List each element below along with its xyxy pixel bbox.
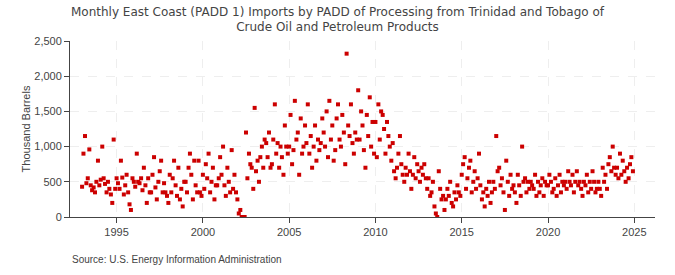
svg-text:1995: 1995 (104, 226, 128, 238)
svg-text:Monthly East Coast (PADD 1) Im: Monthly East Coast (PADD 1) Imports by P… (71, 5, 605, 35)
svg-text:Source: U.S. Energy Informatio: Source: U.S. Energy Information Administ… (72, 254, 282, 265)
svg-text:2010: 2010 (363, 226, 387, 238)
svg-text:2005: 2005 (277, 226, 301, 238)
svg-text:2020: 2020 (536, 226, 560, 238)
svg-text:1,000: 1,000 (34, 140, 62, 152)
svg-text:500: 500 (43, 176, 61, 188)
svg-text:Thousand Barrels: Thousand Barrels (20, 85, 32, 172)
svg-text:2025: 2025 (622, 226, 646, 238)
svg-text:0: 0 (56, 211, 62, 223)
svg-text:2015: 2015 (449, 226, 473, 238)
svg-text:2,000: 2,000 (34, 70, 62, 82)
svg-text:2,500: 2,500 (34, 35, 62, 47)
svg-text:1,500: 1,500 (34, 105, 62, 117)
svg-text:2000: 2000 (191, 226, 215, 238)
